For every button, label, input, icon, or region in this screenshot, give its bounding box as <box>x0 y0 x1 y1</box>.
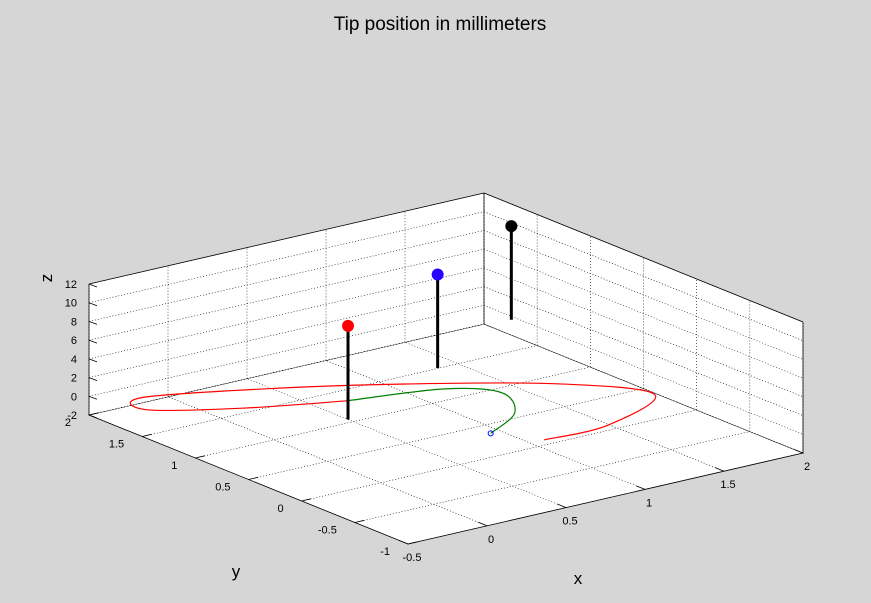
y-tick-mark <box>354 519 365 523</box>
z-tick-label: 6 <box>71 335 77 347</box>
z-axis-label: z <box>37 274 56 283</box>
z-tick-label: 12 <box>65 279 77 291</box>
stem-marker-1 <box>342 319 355 332</box>
start-marker <box>487 430 494 437</box>
y-tick-label: -1 <box>380 546 390 558</box>
z-tick-label: 0 <box>71 391 77 403</box>
y-tick-label: 0 <box>278 503 284 515</box>
x-tick-label: -0.5 <box>403 552 422 564</box>
z-tick-label: 8 <box>71 316 77 328</box>
y-tick-mark <box>407 541 418 545</box>
trajectory-series-1 <box>129 382 657 441</box>
x-tick-mark <box>715 467 725 472</box>
z-tick-label: 2 <box>71 373 77 385</box>
x-tick-mark <box>794 449 804 454</box>
stem-marker-2 <box>431 268 444 281</box>
y-tick-mark <box>88 412 99 416</box>
side-pane <box>484 193 803 453</box>
z-tick-mark <box>88 358 98 363</box>
grid-side-z <box>483 305 804 435</box>
z-tick-mark <box>88 283 98 288</box>
grid-side-z <box>483 230 804 360</box>
x-tick-mark <box>636 485 646 490</box>
x-tick-label: 2 <box>804 461 810 473</box>
y-tick-label: 1 <box>171 460 177 472</box>
y-tick-label: -0.5 <box>318 525 337 537</box>
x-tick-mark <box>478 521 488 527</box>
y-tick-mark <box>195 455 205 459</box>
axis-panes <box>87 192 805 545</box>
y-axis-label: y <box>232 562 241 581</box>
y-tick-mark <box>301 498 312 502</box>
grid-side-z <box>483 323 804 454</box>
stem-lines <box>342 220 518 420</box>
grid-side-z <box>483 211 804 341</box>
z-tick-mark <box>88 302 98 307</box>
x-tick-label: 0 <box>488 534 494 546</box>
trajectory-lines <box>129 382 657 441</box>
grid-side-z <box>483 192 804 323</box>
y-tick-mark <box>248 476 259 480</box>
z-tick-label: -2 <box>67 410 77 422</box>
x-axis-label: x <box>574 569 583 588</box>
x-tick-label: 0.5 <box>562 516 577 528</box>
x-tick-mark <box>399 540 409 545</box>
z-tick-mark <box>88 395 98 400</box>
grid-side-z <box>483 267 804 398</box>
z-tick-label: 10 <box>65 298 77 310</box>
x-tick-label: 1.5 <box>720 479 735 491</box>
y-tick-label: 1.5 <box>109 439 124 451</box>
stem-marker-3 <box>505 220 518 233</box>
x-tick-mark <box>557 503 567 508</box>
gridlines <box>88 192 804 545</box>
back-top-edge <box>88 192 485 285</box>
grid-side-z <box>483 248 804 379</box>
y-tick-label: 2 <box>65 417 71 429</box>
z-tick-label: 4 <box>71 354 77 366</box>
z-tick-mark <box>88 377 98 381</box>
z-tick-mark <box>88 339 98 344</box>
trajectory-series-2 <box>347 387 516 434</box>
y-tick-label: 0.5 <box>215 482 230 494</box>
y-tick-mark <box>142 433 152 437</box>
z-tick-mark <box>88 414 98 419</box>
grid-side-z <box>483 286 804 416</box>
back-pane <box>89 193 484 415</box>
x-tick-label: 1 <box>646 497 652 509</box>
z-tick-mark <box>88 321 98 325</box>
chart-title: Tip position in millimeters <box>334 14 547 35</box>
